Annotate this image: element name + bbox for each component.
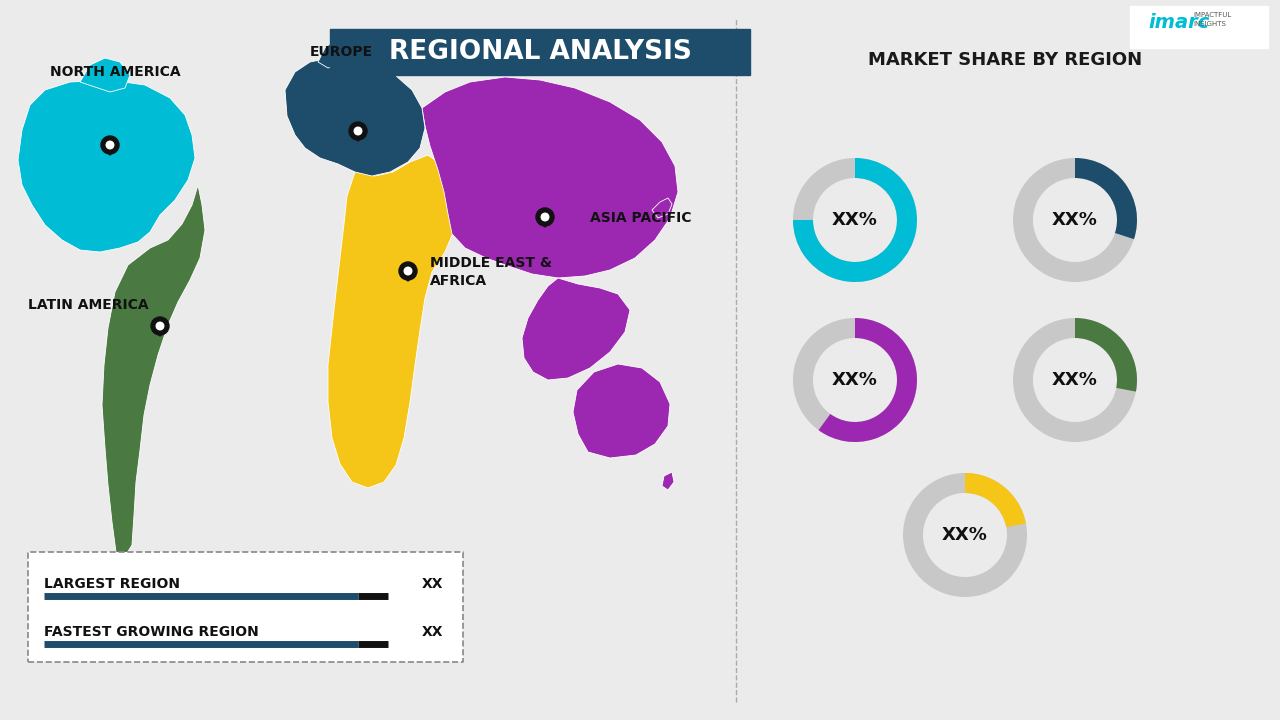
Text: NORTH AMERICA: NORTH AMERICA [50, 65, 180, 79]
Wedge shape [902, 473, 1027, 597]
Polygon shape [536, 217, 554, 228]
Text: IMPACTFUL: IMPACTFUL [1193, 12, 1231, 18]
Polygon shape [422, 77, 678, 278]
Bar [1130, 6, 1268, 48]
Text: imarc: imarc [1148, 12, 1210, 32]
Polygon shape [18, 80, 195, 252]
Text: MARKET SHARE BY REGION: MARKET SHARE BY REGION [868, 51, 1142, 69]
Wedge shape [794, 158, 916, 282]
Polygon shape [317, 42, 346, 68]
Text: REGIONAL ANALYSIS: REGIONAL ANALYSIS [389, 39, 691, 65]
Wedge shape [965, 473, 1025, 527]
Polygon shape [79, 58, 131, 92]
Polygon shape [328, 155, 460, 488]
Polygon shape [151, 326, 169, 337]
Polygon shape [522, 278, 630, 380]
Text: XX%: XX% [832, 211, 878, 229]
Polygon shape [102, 185, 205, 558]
Polygon shape [399, 271, 417, 282]
Polygon shape [285, 58, 425, 176]
Wedge shape [794, 158, 916, 282]
Circle shape [151, 317, 169, 335]
Circle shape [349, 122, 367, 140]
Text: LARGEST REGION: LARGEST REGION [44, 577, 180, 591]
Polygon shape [652, 198, 672, 218]
Circle shape [404, 267, 412, 275]
Circle shape [101, 136, 119, 154]
Wedge shape [1012, 318, 1137, 442]
Text: XX: XX [421, 577, 443, 591]
Text: LATIN AMERICA: LATIN AMERICA [28, 298, 148, 312]
Wedge shape [1012, 158, 1137, 282]
Text: XX%: XX% [832, 371, 878, 389]
Text: ASIA PACIFIC: ASIA PACIFIC [590, 211, 691, 225]
Circle shape [399, 262, 417, 280]
Circle shape [156, 323, 164, 330]
Circle shape [536, 208, 554, 226]
Text: XX%: XX% [1052, 371, 1098, 389]
Circle shape [541, 213, 549, 221]
Polygon shape [573, 364, 669, 458]
Wedge shape [818, 318, 916, 442]
Polygon shape [349, 131, 367, 142]
Wedge shape [1075, 158, 1137, 239]
Text: FASTEST GROWING REGION: FASTEST GROWING REGION [44, 625, 259, 639]
Polygon shape [101, 145, 119, 156]
Text: XX%: XX% [942, 526, 988, 544]
Wedge shape [794, 318, 916, 442]
Text: EUROPE: EUROPE [310, 45, 374, 59]
Polygon shape [662, 472, 675, 490]
Text: INSIGHTS: INSIGHTS [1193, 21, 1226, 27]
Circle shape [106, 141, 114, 149]
Text: XX%: XX% [1052, 211, 1098, 229]
Bar [330, 29, 750, 75]
Bar [28, 552, 463, 662]
Text: XX: XX [421, 625, 443, 639]
Circle shape [355, 127, 362, 135]
Text: MIDDLE EAST &
AFRICA: MIDDLE EAST & AFRICA [430, 256, 552, 288]
Wedge shape [1075, 318, 1137, 392]
